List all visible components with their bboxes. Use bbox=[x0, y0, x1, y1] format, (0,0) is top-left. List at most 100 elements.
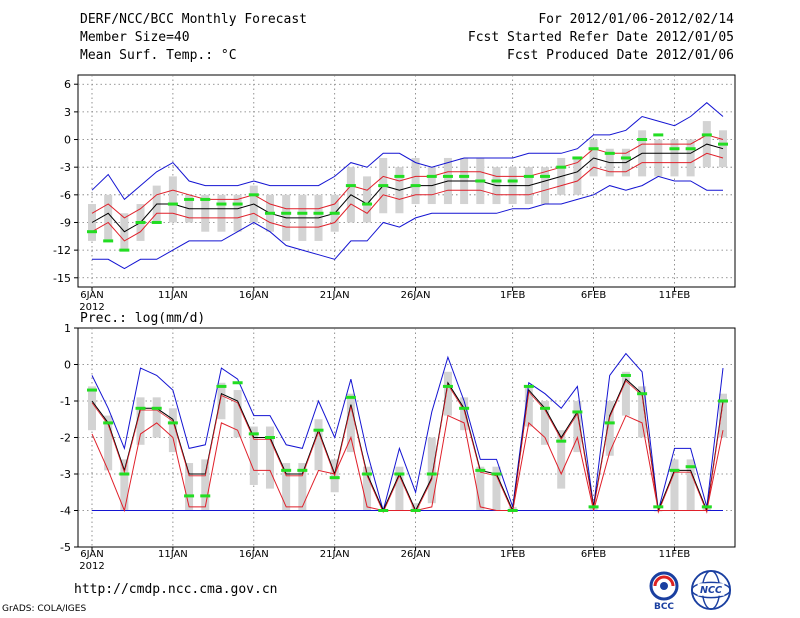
prec-ensemble-box bbox=[120, 459, 129, 511]
temp-xtick-label: 1FEB bbox=[500, 290, 525, 301]
temp-ytick-label: -6 bbox=[60, 189, 71, 202]
prec-ensemble-box bbox=[686, 459, 695, 511]
prec-xtick-label: 6FEB bbox=[581, 549, 606, 560]
prec-mean-shadow-line bbox=[91, 380, 724, 514]
temp-ytick-label: 3 bbox=[64, 106, 71, 119]
prec-p10-line bbox=[91, 414, 724, 513]
temp-panel: 6 3 0 -3 -6 -9 -12 -15 6JAN 11JAN 16JAN 21JAN 26JAN 1… bbox=[53, 74, 736, 313]
prec-xtick-label: 26JAN bbox=[401, 549, 431, 560]
temp-xtick-label: 16JAN bbox=[239, 290, 269, 301]
prec-ensemble-box bbox=[217, 382, 226, 420]
prec-mean-line bbox=[91, 378, 724, 513]
prec-ensemble-box bbox=[249, 426, 258, 485]
prec-ensemble-box bbox=[282, 463, 291, 511]
grads-credit: GrADS: COLA/IGES bbox=[2, 604, 87, 614]
temp-ensemble-box bbox=[201, 194, 210, 232]
prec-ensemble-box bbox=[524, 386, 533, 427]
member-size: Member Size=40 bbox=[80, 30, 190, 45]
temp-ytick-label: -12 bbox=[53, 244, 71, 257]
prec-xtick-label: 1FEB bbox=[500, 549, 525, 560]
temp-ensemble-box bbox=[573, 157, 582, 195]
prec-panel: 1 0 -1 -2 -3 -4 -5 6JAN 11JAN 16JAN 21JAN 26JAN 1FEB… bbox=[60, 311, 736, 572]
prec-xtick-label: 11JAN bbox=[158, 549, 188, 560]
prec-ytick-label: -4 bbox=[60, 505, 71, 518]
prec-ensemble-box bbox=[363, 466, 372, 511]
prec-ensemble-box bbox=[427, 437, 436, 504]
prec-ensemble-box bbox=[719, 393, 727, 438]
forecast-produced-date: Fcst Produced Date 2012/01/06 bbox=[507, 48, 734, 63]
prec-ytick-label: -5 bbox=[60, 541, 71, 554]
prec-ensemble-box bbox=[201, 459, 210, 511]
temp-ytick-label: -3 bbox=[60, 161, 71, 174]
source-url[interactable]: http://cmdp.ncc.cma.gov.cn bbox=[74, 582, 278, 597]
prec-ytick-label: 0 bbox=[64, 359, 71, 372]
prec-ytick-label: -3 bbox=[60, 468, 71, 481]
prec-ensemble-box bbox=[136, 397, 145, 445]
forecast-period: For 2012/01/06-2012/02/14 bbox=[538, 12, 734, 27]
temp-plot-frame bbox=[77, 74, 736, 288]
prec-ytick-label: -2 bbox=[60, 432, 71, 445]
bcc-logo-text: BCC bbox=[654, 602, 674, 612]
temp-p10-line bbox=[91, 152, 724, 242]
temp-min-line bbox=[92, 175, 723, 270]
chart-title: DERF/NCC/BCC Monthly Forecast bbox=[80, 12, 307, 27]
prec-ensemble-box bbox=[152, 397, 161, 438]
prec-ensemble-box bbox=[476, 466, 485, 511]
prec-ensemble-box bbox=[573, 401, 582, 453]
temp-ensemble-box bbox=[654, 139, 663, 177]
prec-ensemble-box bbox=[443, 371, 452, 416]
temp-ensemble-box bbox=[686, 139, 695, 177]
temp-ensemble-box bbox=[541, 167, 550, 205]
temp-ensemble-box bbox=[168, 176, 177, 223]
prec-xtick-label: 16JAN bbox=[239, 549, 269, 560]
temp-xtick-label: 11JAN bbox=[158, 290, 188, 301]
temp-ensemble-box bbox=[363, 176, 372, 223]
prec-ytick-label: -1 bbox=[60, 395, 71, 408]
temp-year-label: 2012 bbox=[79, 302, 104, 313]
temp-p90-line bbox=[91, 134, 724, 219]
prec-ensemble-box bbox=[460, 397, 469, 431]
temp-xtick-label: 21JAN bbox=[320, 290, 350, 301]
prec-ensemble-box bbox=[314, 419, 323, 471]
temp-ytick-label: 6 bbox=[64, 78, 71, 91]
temp-mean-line bbox=[91, 143, 724, 233]
prec-ensemble-box bbox=[670, 459, 679, 511]
prec-ensemble-box bbox=[621, 371, 630, 416]
prec-xtick-label: 11FEB bbox=[659, 549, 691, 560]
prec-ensemble-box bbox=[557, 430, 566, 489]
prec-ensemble-box bbox=[638, 386, 647, 438]
prec-ensemble-box bbox=[605, 401, 614, 456]
temp-ytick-label: -15 bbox=[53, 272, 71, 285]
prec-xtick-label: 21JAN bbox=[320, 549, 350, 560]
prec-ensemble-box bbox=[411, 503, 420, 511]
prec-max-line bbox=[91, 352, 724, 513]
prec-year-label: 2012 bbox=[79, 561, 104, 572]
prec-ensemble-box bbox=[185, 463, 194, 511]
temp-xtick-label: 11FEB bbox=[659, 290, 691, 301]
temp-ensemble-box bbox=[670, 139, 679, 177]
ncc-logo-text: NCC bbox=[700, 585, 722, 596]
variable-label: Mean Surf. Temp.: °C bbox=[80, 48, 237, 63]
temp-ensemble-box bbox=[233, 194, 242, 232]
forecast-start-date: Fcst Started Refer Date 2012/01/05 bbox=[467, 30, 734, 45]
prec-ytick-label: 1 bbox=[64, 322, 71, 335]
temp-ensemble-box bbox=[217, 194, 226, 232]
temp-ensemble-box bbox=[104, 194, 113, 241]
ncc-logo: NCC bbox=[690, 569, 732, 611]
prec-ensemble-box bbox=[541, 401, 550, 445]
temp-xtick-label: 6JAN bbox=[80, 290, 103, 301]
temp-ytick-label: 0 bbox=[64, 134, 71, 147]
temp-ensemble-box bbox=[719, 130, 727, 168]
prec-ensemble-box bbox=[168, 408, 177, 453]
prec-ensemble-box bbox=[298, 463, 307, 511]
prec-ensemble-box bbox=[265, 426, 274, 489]
bcc-logo: BCC bbox=[649, 571, 679, 612]
prec-ensemble-box bbox=[395, 466, 404, 511]
temp-xtick-label: 6FEB bbox=[581, 290, 606, 301]
prec-xtick-label: 6JAN bbox=[80, 549, 103, 560]
prec-ensemble-box bbox=[346, 393, 355, 453]
temp-ensemble-box bbox=[411, 157, 420, 205]
prec-title: Prec.: log(mm/d) bbox=[80, 311, 205, 326]
temp-max-line bbox=[91, 102, 724, 201]
